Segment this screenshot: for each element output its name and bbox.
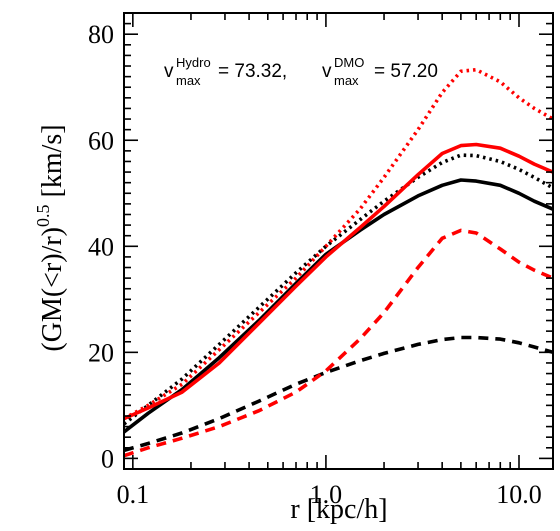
y-axis-label-base: (GM(<r)/r) (37, 227, 68, 352)
vmax-annotation: v Hydro max = 73.32, v DMO max = 57.20 (164, 55, 438, 88)
vmax-dmo-base: v (322, 61, 332, 82)
y-tick-label: 80 (88, 20, 114, 49)
y-axis-label: (GM(<r)/r)0.5 [km/s] (33, 124, 68, 351)
y-tick-label: 20 (88, 338, 114, 367)
x-tick-label: 1.0 (310, 480, 343, 509)
series-line-1 (122, 178, 554, 434)
vmax-hydro-value: = 73.32, (218, 61, 287, 82)
vmax-dmo-sub: max (334, 73, 359, 88)
x-axis-label: r [kpc/h] (290, 494, 387, 525)
x-tick-label: 10.0 (496, 480, 542, 509)
y-axis-label-unit: [km/s] (37, 124, 68, 204)
plot-frame (123, 12, 554, 470)
y-tick-label: 60 (88, 126, 114, 155)
y-tick-label: 40 (88, 232, 114, 261)
series-line-6 (123, 228, 554, 458)
y-axis-label-exponent: 0.5 (33, 204, 53, 227)
vmax-dmo-value: = 57.20 (374, 61, 438, 82)
series-line-3 (123, 142, 554, 421)
vmax-hydro-sup: Hydro (176, 55, 211, 70)
ticks: 0 20 40 60 80 0.1 1.0 10.0 (88, 13, 553, 509)
plot-lines (122, 67, 554, 458)
x-tick-label: 0.1 (117, 480, 150, 509)
y-tick-label: 0 (101, 444, 114, 473)
series-line-5 (123, 335, 554, 453)
axes (123, 12, 554, 470)
vmax-hydro-sub: max (176, 73, 201, 88)
vmax-dmo-sup: DMO (334, 55, 364, 70)
vmax-hydro-base: v (164, 61, 174, 82)
